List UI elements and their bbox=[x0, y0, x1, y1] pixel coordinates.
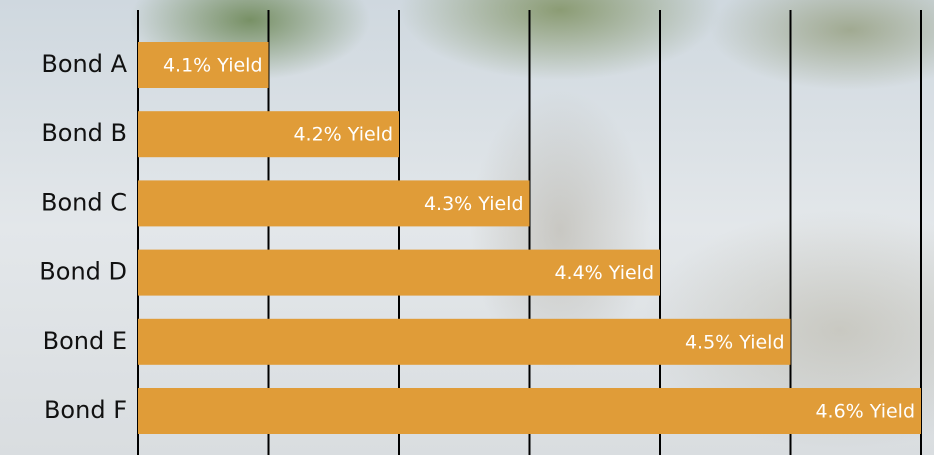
value-label: 4.5% Yield bbox=[685, 331, 785, 353]
y-tick-label: Bond E bbox=[43, 327, 127, 355]
page: Bond A 4.1% Yield Bond B 4.2% Yield Bond C 4.… bbox=[0, 0, 934, 455]
value-label: 4.1% Yield bbox=[163, 55, 263, 77]
y-tick-label: Bond F bbox=[44, 396, 127, 424]
value-label: 4.4% Yield bbox=[554, 262, 654, 284]
chart: Bond A 4.1% Yield Bond B 4.2% Yield Bond C 4.… bbox=[0, 0, 934, 455]
y-tick-label: Bond B bbox=[41, 119, 127, 147]
y-tick-label: Bond D bbox=[39, 258, 127, 286]
value-label: 4.6% Yield bbox=[815, 401, 915, 423]
value-label: 4.3% Yield bbox=[424, 193, 524, 215]
y-tick-label: Bond A bbox=[41, 50, 127, 78]
value-label: 4.2% Yield bbox=[293, 124, 393, 146]
y-tick-label: Bond C bbox=[41, 188, 127, 216]
bar bbox=[138, 388, 921, 434]
